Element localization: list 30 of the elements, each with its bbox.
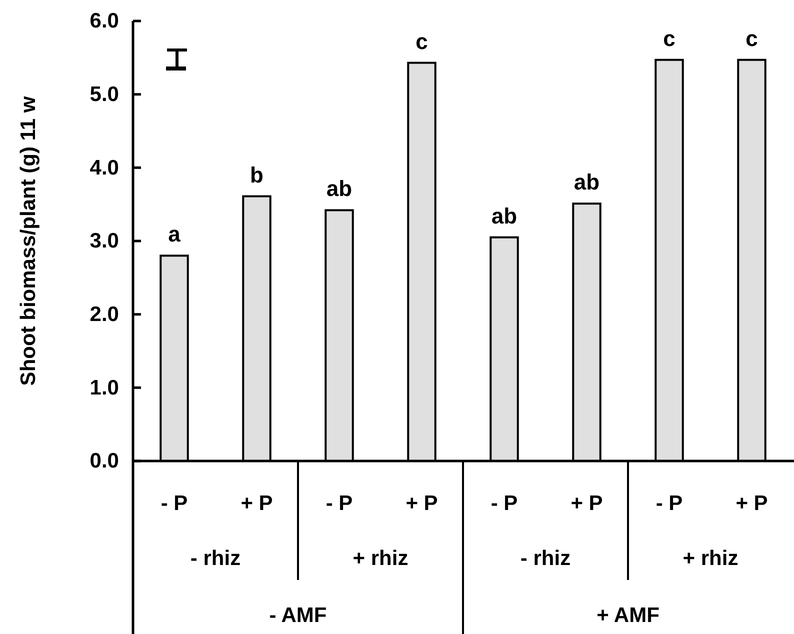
annotation: ab	[326, 176, 352, 202]
annotation: ab	[491, 203, 518, 228]
annotation: c	[746, 26, 758, 51]
x-tick-label: + P	[240, 492, 273, 515]
x-tick-label: + P	[406, 492, 438, 515]
text: + AMF	[596, 604, 660, 627]
y-tick-label: 6.0	[90, 10, 119, 33]
text: + rhiz	[682, 547, 738, 570]
x-tick-label: - P	[656, 492, 683, 515]
x-tick-label: + P	[736, 492, 768, 515]
annotation: b	[250, 162, 264, 188]
x-tick-label: - P	[326, 492, 353, 515]
x-tick-label: + P	[570, 492, 603, 515]
text: - AMF	[269, 604, 327, 627]
annotation: a	[168, 222, 182, 247]
y-tick-label: 3.0	[90, 230, 119, 253]
y-axis-title: Shoot biomass/plant (g) 11 w	[17, 96, 40, 386]
text: + rhiz	[352, 547, 408, 570]
text: - rhiz	[190, 547, 241, 570]
x-tick-label: - P	[160, 492, 188, 515]
annotation: c	[416, 28, 428, 54]
annotation: ab	[574, 170, 600, 195]
y-tick-label: 0.0	[90, 450, 119, 473]
annotation: c	[663, 26, 676, 51]
y-tick-label: 2.0	[90, 303, 119, 326]
y-tick-label: 1.0	[90, 376, 119, 400]
x-tick-label: - P	[490, 492, 518, 515]
y-tick-label: 4.0	[90, 156, 119, 180]
y-tick-label: 5.0	[90, 83, 119, 106]
text: - rhiz	[520, 547, 571, 570]
